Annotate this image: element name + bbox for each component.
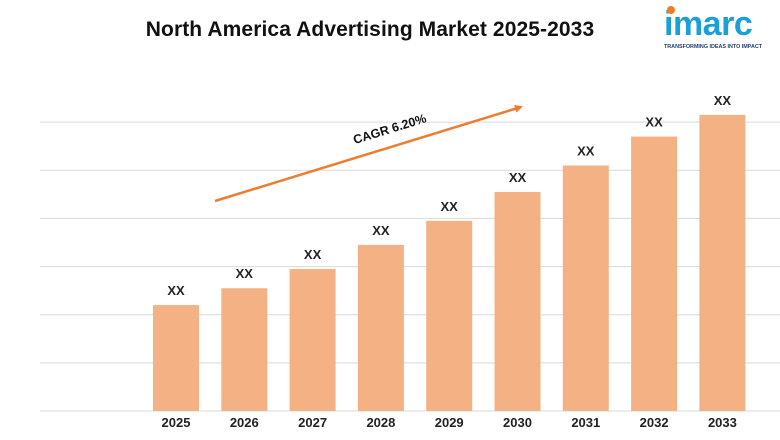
cagr-arrow-line [214, 104, 523, 203]
data-label-2033: XX [714, 93, 732, 108]
data-label-2030: XX [509, 170, 527, 185]
data-label-2028: XX [372, 223, 390, 238]
imarc-logo: imarc TRANSFORMING IDEAS INTO IMPACT [664, 4, 776, 56]
bar-2033 [699, 114, 746, 412]
x-tick-2027: 2027 [298, 415, 327, 430]
bar-2027 [289, 268, 336, 411]
bar-2026 [221, 288, 268, 411]
bars [153, 114, 746, 412]
x-tick-2025: 2025 [162, 415, 191, 430]
x-tick-2026: 2026 [230, 415, 259, 430]
x-axis-ticks: 2025 2026 2027 2028 2029 2030 2031 2032 2033 [162, 415, 737, 430]
cagr-arrow: CAGR 6.20% [214, 104, 523, 203]
cagr-label: CAGR 6.20% [352, 111, 429, 147]
x-tick-2029: 2029 [435, 415, 464, 430]
data-labels: XX XX XX XX XX XX XX XX XX [167, 93, 731, 298]
bar-2030 [494, 191, 541, 411]
data-label-2026: XX [236, 266, 254, 281]
bar-2032 [631, 136, 678, 412]
data-label-2032: XX [645, 115, 663, 130]
data-label-2029: XX [441, 199, 459, 214]
data-label-2025: XX [167, 283, 185, 298]
x-tick-2030: 2030 [503, 415, 532, 430]
x-tick-2032: 2032 [640, 415, 669, 430]
bar-2029 [426, 220, 473, 411]
bar-2025 [153, 305, 199, 411]
data-label-2027: XX [304, 247, 322, 262]
x-tick-2031: 2031 [571, 415, 600, 430]
bar-2031 [562, 165, 609, 411]
bar-2028 [357, 244, 404, 411]
x-tick-2033: 2033 [708, 415, 737, 430]
logo-tagline: TRANSFORMING IDEAS INTO IMPACT [664, 44, 763, 50]
data-label-2031: XX [577, 143, 595, 158]
logo-dot-icon [667, 6, 675, 14]
x-tick-2028: 2028 [366, 415, 395, 430]
logo-wordmark: imarc [664, 5, 753, 43]
chart-title: North America Advertising Market 2025-20… [145, 18, 595, 41]
